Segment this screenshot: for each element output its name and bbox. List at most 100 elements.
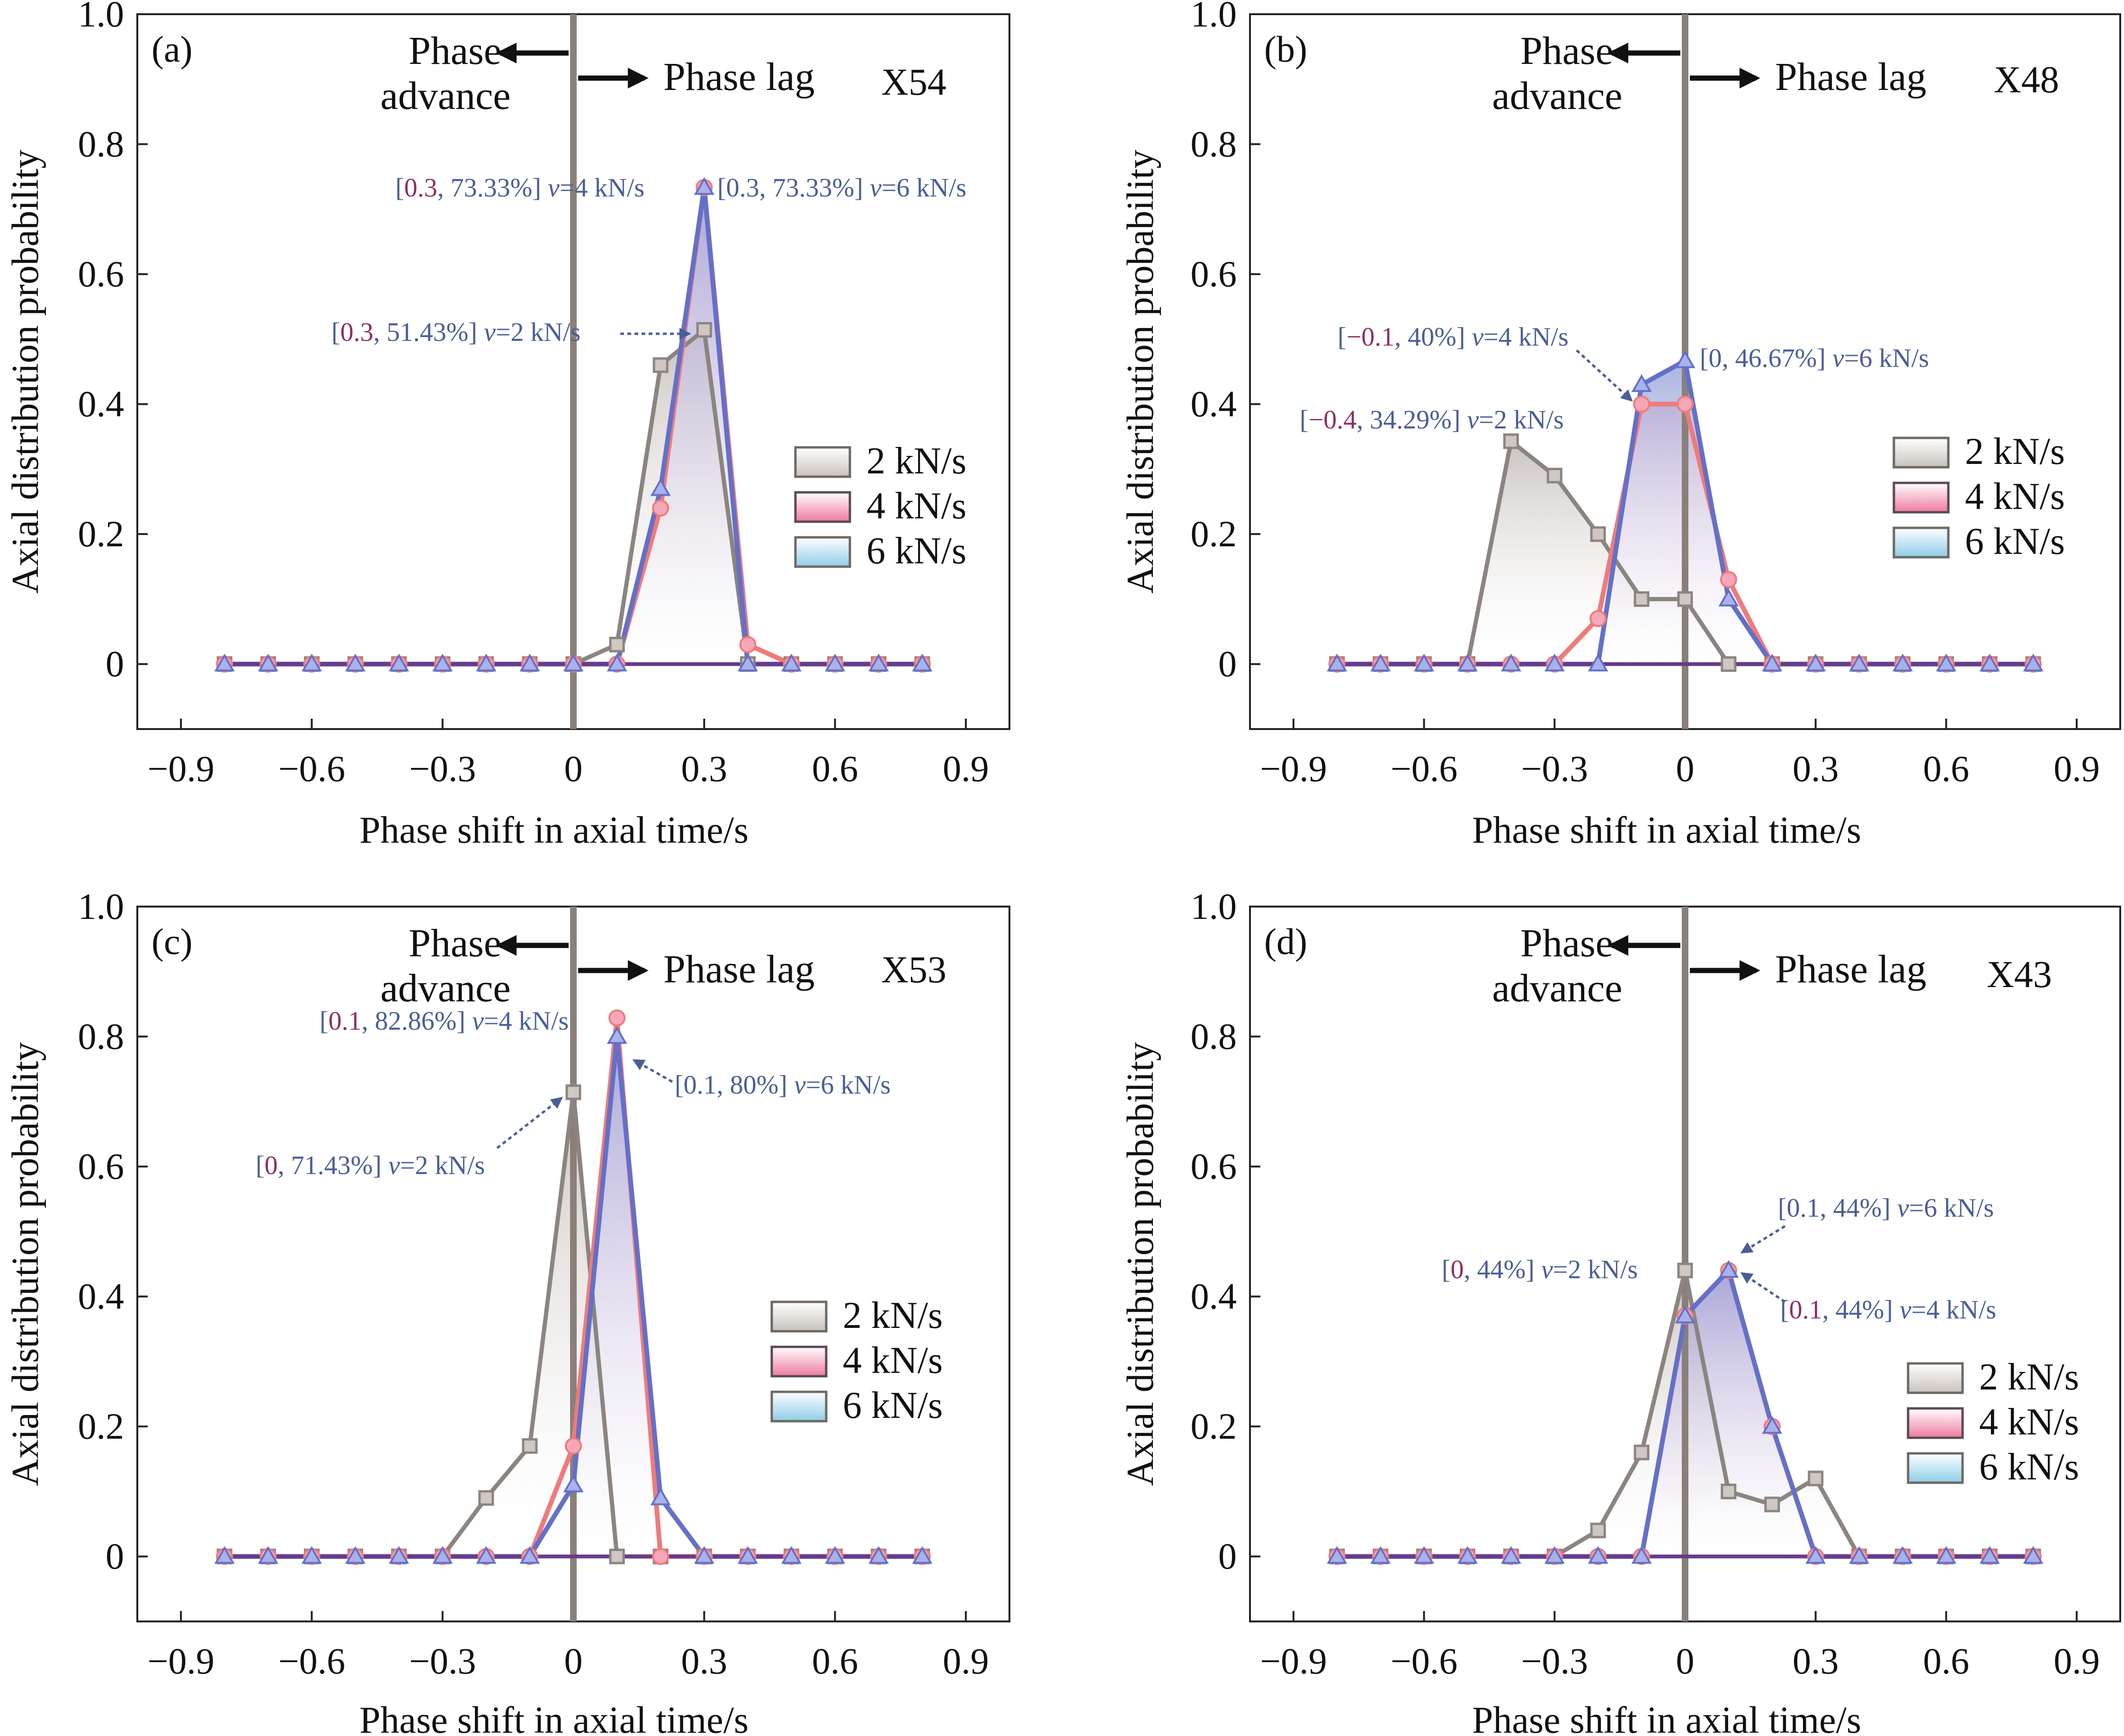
specimen-label: X48	[1994, 59, 2059, 101]
annotation-part: =6 kN/s	[1844, 344, 1929, 373]
series-6kns-point	[1936, 1546, 1956, 1564]
series-6kns-point	[1675, 1305, 1696, 1324]
series-6kns-point	[214, 1546, 235, 1564]
series-2kns-point	[1721, 656, 1737, 672]
x-tick-label: −0.9	[147, 748, 214, 789]
series-6kns-point	[1500, 653, 1521, 672]
annotation-part: [	[331, 318, 340, 347]
annotation-part: 0.3	[404, 173, 437, 203]
series-4kns-point	[652, 1548, 669, 1565]
legend-label: 4 kN/s	[1979, 1401, 2079, 1443]
series-6kns-point	[1979, 1546, 2000, 1564]
series-6kns-point	[1544, 653, 1565, 672]
peak-annotation: [0.3, 73.33%] v=6 kN/s	[717, 173, 966, 203]
series-6kns-point	[1370, 653, 1391, 672]
annotation-part: v	[1472, 322, 1484, 352]
annotation-part: v	[870, 173, 882, 203]
series-6kns-point	[1414, 653, 1435, 672]
phase-lag-label: Phase lag	[1775, 55, 1927, 99]
x-tick-label: 0	[1676, 748, 1695, 789]
x-tick-label: 0	[1676, 1640, 1695, 1682]
series-4kns-point	[652, 499, 669, 517]
series-2kns-point	[1590, 1522, 1606, 1539]
annotation-part: [	[1780, 1295, 1789, 1325]
x-tick-label: −0.3	[409, 748, 476, 789]
series-6kns-point	[1762, 653, 1783, 672]
panel-d: −0.9 −0.6 −0.3 0 0.3 0.6 0.9 0 0.2 0.4 0.6 0.8 1.0 Ph…	[1120, 886, 2121, 1736]
series-2kns-point	[1633, 1444, 1650, 1460]
annotation-part: , 44%]	[1464, 1255, 1541, 1284]
y-axis-label: Axial distribution probability	[5, 1042, 46, 1486]
y-tick-label: 0	[1218, 1536, 1237, 1577]
series-2kns-point	[1633, 591, 1650, 607]
x-tick-label: 0.6	[1923, 1640, 1970, 1682]
x-tick-label: 0.3	[681, 1640, 728, 1682]
panel-a: −0.9 −0.6 −0.3 0 0.3 0.6 0.9 0 0.2 0.4 0.6 0.8 1.0 Ph…	[5, 0, 1010, 851]
series-6kns-point	[563, 1474, 584, 1493]
series-6kns-point	[607, 653, 627, 672]
annotation-part: v	[1541, 1255, 1553, 1284]
legend-swatch	[770, 1300, 828, 1333]
annotation-part: , 51.43%]	[374, 318, 484, 347]
phase-advance-label-1: Phase	[409, 921, 501, 965]
y-axis-label: Axial distribution probability	[5, 150, 46, 594]
annotation-part: [0.1, 44%]	[1778, 1193, 1897, 1223]
annotation-arrow	[1576, 349, 1633, 402]
peak-annotation: [0.3, 73.33%] v=4 kN/s	[395, 173, 644, 203]
series-6kns-point	[1849, 653, 1870, 672]
annotation-part: 0.1	[329, 1006, 362, 1036]
legend-swatch	[1907, 1452, 1964, 1484]
panel-label: (b)	[1264, 28, 1307, 70]
series-6kns-point	[868, 1546, 889, 1564]
annotation-arrow	[1740, 1225, 1786, 1254]
series-6kns-point	[476, 1546, 497, 1564]
x-tick-label: −0.9	[1260, 748, 1327, 789]
series-2kns-point	[1677, 1263, 1693, 1279]
peak-annotation: [0, 44%] v=2 kN/s	[1442, 1255, 1638, 1284]
series-6kns-point	[1631, 374, 1652, 392]
series-4kns-point	[565, 1437, 582, 1455]
x-tick-label: −0.6	[1391, 1640, 1458, 1682]
series-6kns-point	[825, 653, 846, 672]
x-axis-label: Phase shift in axial time/s	[359, 810, 749, 851]
annotation-part: [0.3, 73.33%]	[717, 173, 870, 203]
annotation-part: =4 kN/s	[484, 1006, 569, 1036]
x-tick-label: −0.6	[1391, 748, 1458, 789]
series-2kns-point	[696, 322, 712, 338]
x-tick-label: 0.9	[943, 748, 989, 789]
peak-annotation: [0.3, 51.43%] v=2 kN/s	[331, 318, 580, 347]
annotation-part: =4 kN/s	[1911, 1295, 1996, 1325]
specimen-label: X43	[1987, 954, 2052, 996]
series-6kns-point	[1675, 350, 1696, 368]
series-6kns-point	[301, 1546, 322, 1564]
legend-label: 2 kN/s	[866, 440, 966, 482]
series-6kns-point	[389, 1546, 410, 1564]
x-axis-label: Phase shift in axial time/s	[1472, 1700, 1861, 1736]
annotation-part: v	[548, 173, 560, 203]
annotation-part: 0.1	[1789, 1295, 1822, 1325]
peak-annotation: [0, 71.43%] v=2 kN/s	[256, 1151, 485, 1180]
series-4kns-point	[1677, 395, 1694, 413]
series-6kns-point	[519, 1546, 540, 1564]
annotation-part: v	[1832, 344, 1844, 373]
x-tick-label: 0.3	[1793, 748, 1839, 789]
annotation-part: v	[1467, 405, 1479, 435]
y-tick-label: 0	[1218, 643, 1237, 685]
annotation-part: [	[395, 173, 404, 203]
y-tick-label: 0.6	[1191, 253, 1237, 294]
legend-swatch	[770, 1345, 828, 1378]
y-tick-label: 0.2	[1191, 513, 1237, 554]
annotation-part: v	[472, 1006, 484, 1036]
series-6kns-point	[258, 1546, 278, 1564]
panel-b: −0.9 −0.6 −0.3 0 0.3 0.6 0.9 0 0.2 0.4 0.6 0.8 1.0 Ph…	[1120, 0, 2121, 851]
annotation-part: −0.4	[1309, 405, 1357, 435]
series-6kns-point	[781, 653, 802, 672]
annotation-part: 0	[1451, 1255, 1464, 1284]
peak-annotation: [−0.4, 34.29%] v=2 kN/s	[1300, 405, 1564, 435]
annotation-part: [	[320, 1006, 329, 1036]
phase-lag-label: Phase lag	[1775, 947, 1927, 991]
y-tick-label: 0	[106, 643, 124, 685]
series-6kns-point	[214, 653, 235, 672]
